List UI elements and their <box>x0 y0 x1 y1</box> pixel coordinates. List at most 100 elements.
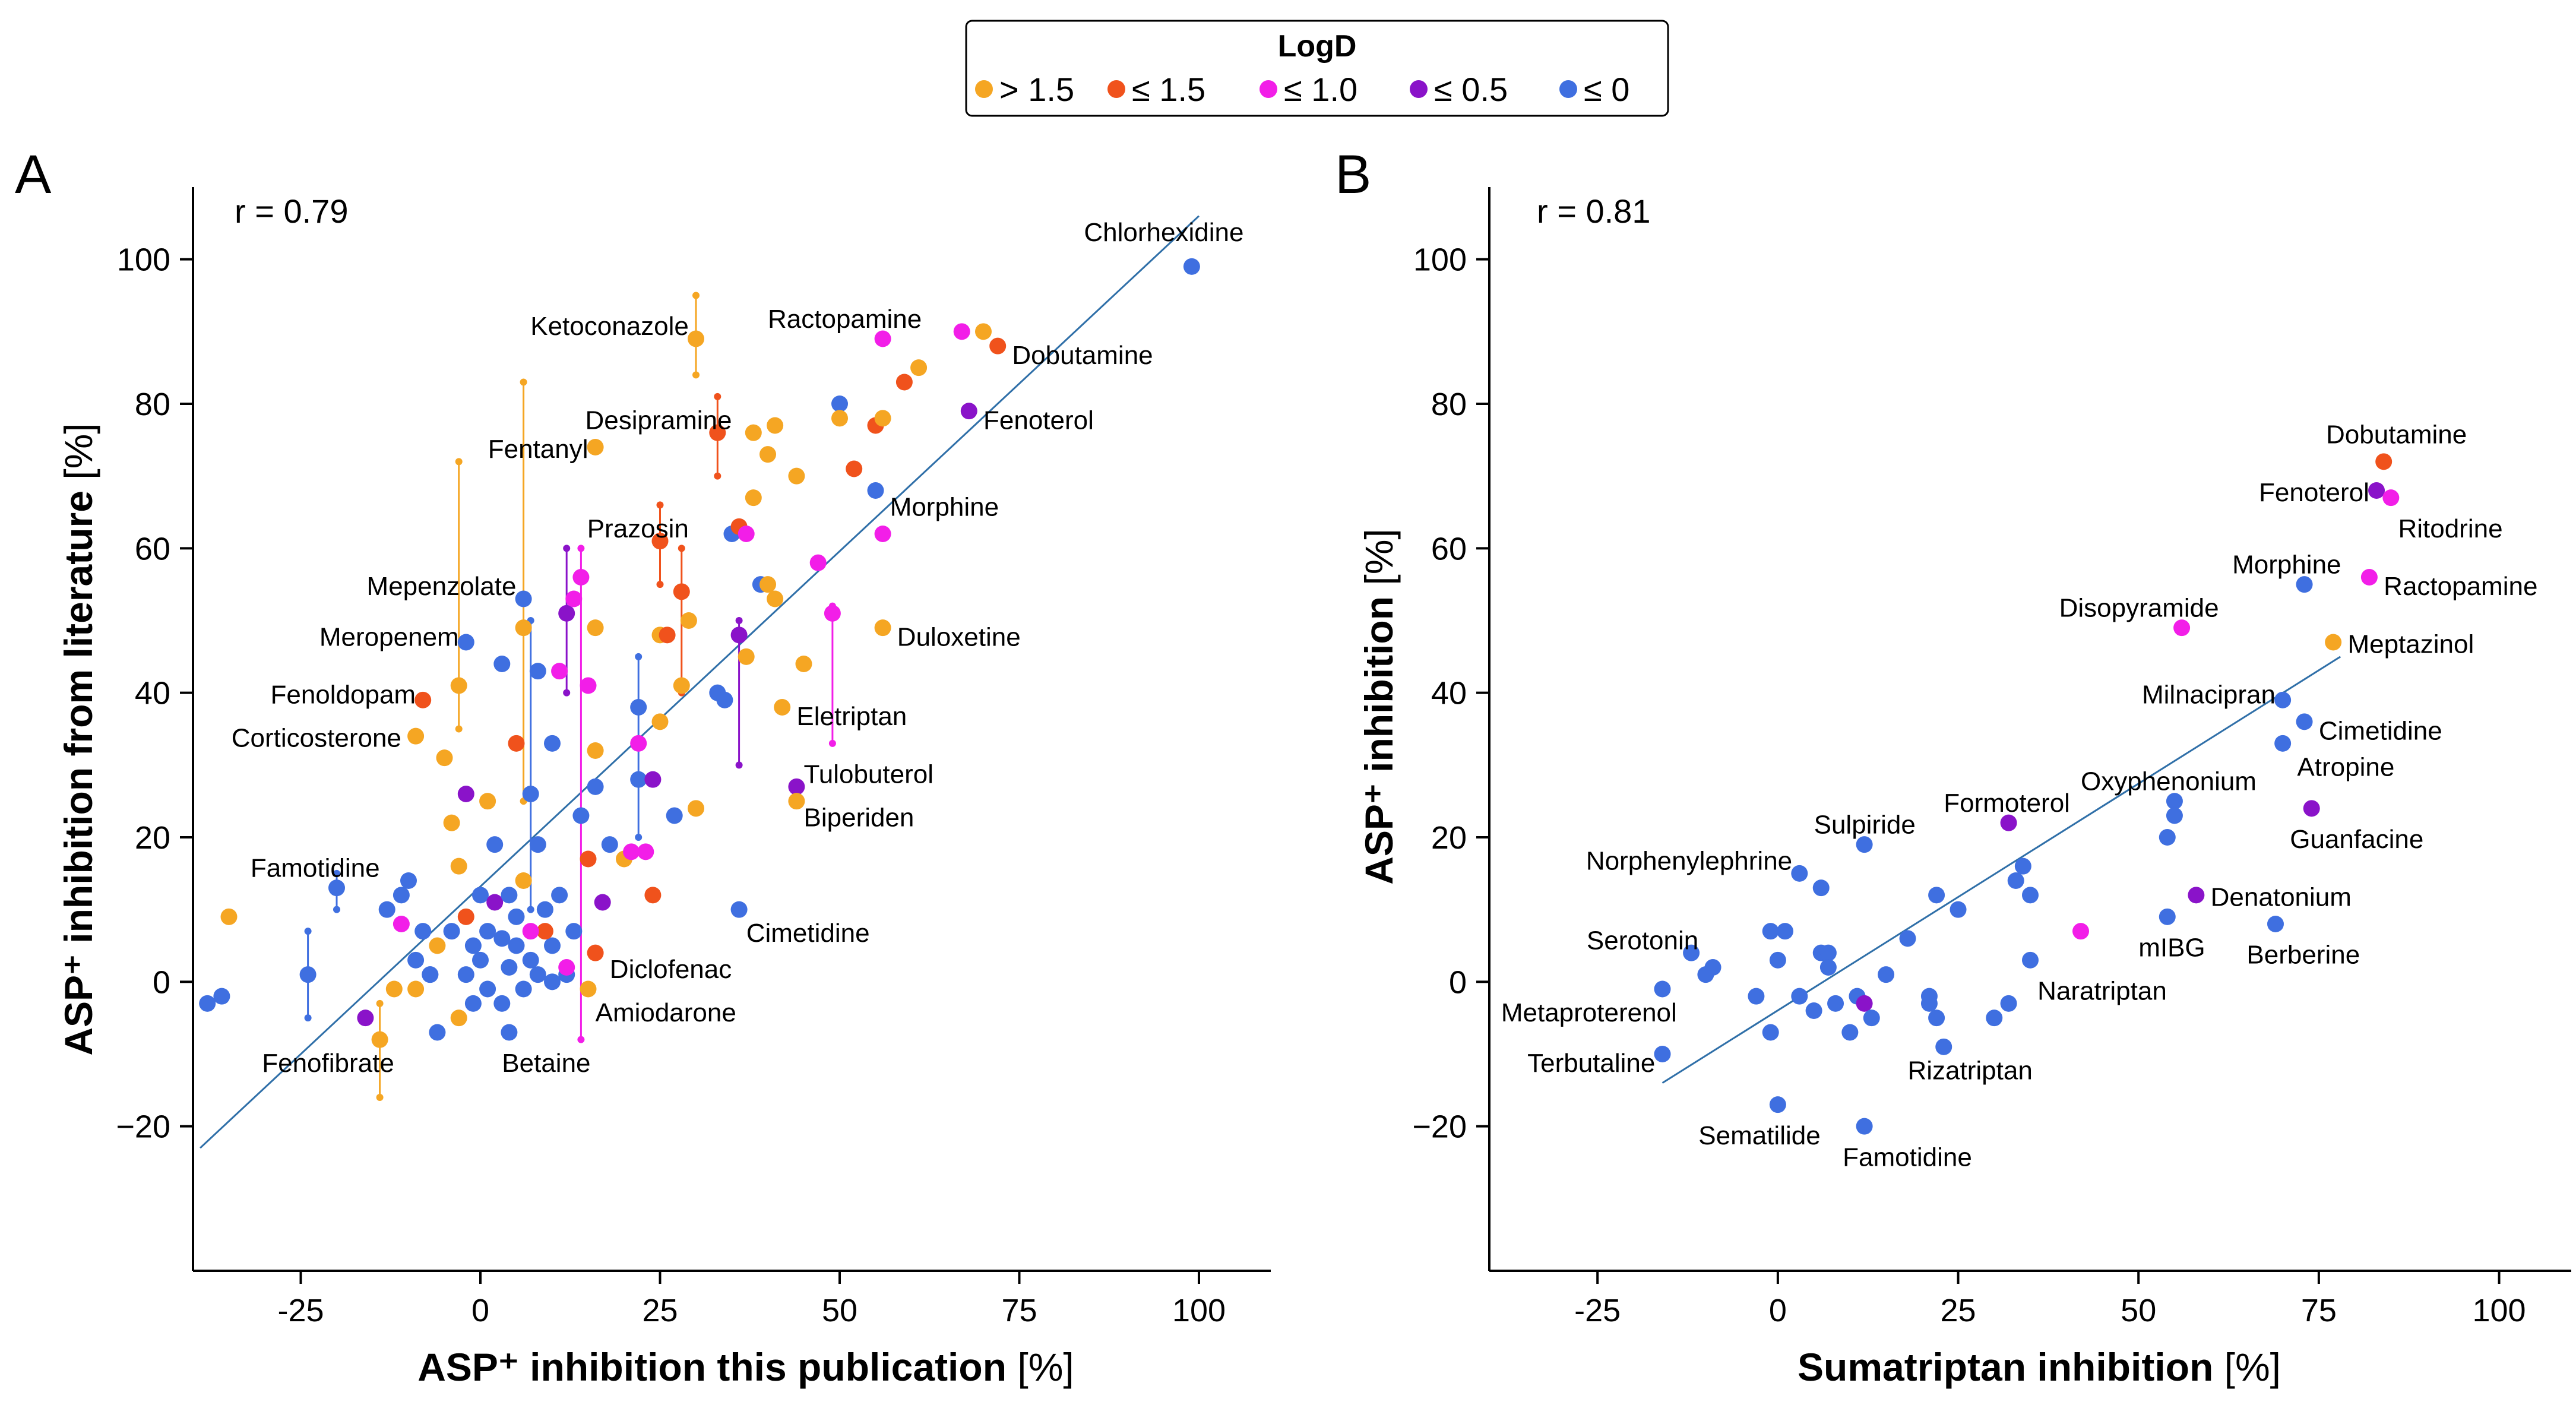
point-label: Ritodrine <box>2398 514 2502 543</box>
data-point <box>623 843 640 860</box>
data-point <box>1683 944 1700 961</box>
data-point <box>1697 966 1714 983</box>
legend-entries: > 1.5 ≤ 1.5 ≤ 1.0 ≤ 0.5 ≤ 0 <box>975 71 1629 108</box>
error-bar-cap <box>455 725 463 733</box>
data-point <box>472 951 489 969</box>
data-point <box>1791 988 1808 1005</box>
data-point <box>529 966 546 983</box>
point-label: Betaine <box>502 1049 590 1078</box>
data-point <box>515 590 532 607</box>
data-point <box>738 648 755 665</box>
data-point <box>1856 995 1873 1012</box>
data-point <box>1769 1096 1786 1113</box>
data-point <box>637 843 654 860</box>
data-point <box>1805 1002 1822 1019</box>
data-point <box>738 526 755 542</box>
data-point <box>1841 1024 1859 1041</box>
data-point <box>716 691 733 708</box>
data-point <box>220 908 238 925</box>
error-bar-cap <box>692 292 700 299</box>
data-point <box>393 916 410 932</box>
data-point <box>2000 995 2017 1012</box>
data-point <box>450 1010 467 1027</box>
data-point <box>630 699 647 716</box>
error-bar-cap <box>563 545 571 552</box>
point-label: Corticosterone <box>232 724 401 753</box>
data-point <box>522 786 539 802</box>
data-point <box>594 894 611 911</box>
x-tick-label: 50 <box>822 1293 857 1328</box>
data-point <box>2007 872 2024 889</box>
point-label: Famotidine <box>1843 1143 1972 1172</box>
y-tick-label: 40 <box>135 676 170 711</box>
data-point <box>1791 865 1808 882</box>
point-label: Oxyphenonium <box>2081 767 2257 796</box>
data-point <box>299 966 317 983</box>
data-point <box>457 786 474 802</box>
point-label: Morphine <box>2232 550 2341 580</box>
data-point <box>1935 1038 1952 1055</box>
data-point <box>501 959 518 976</box>
data-point <box>874 619 891 637</box>
data-point <box>508 735 525 752</box>
legend-label-le15: ≤ 1.5 <box>1132 71 1205 108</box>
error-bar-cap <box>635 653 643 660</box>
legend-label-gt15: > 1.5 <box>999 71 1074 108</box>
data-point <box>587 439 604 455</box>
data-point <box>1819 959 1837 976</box>
data-point <box>2368 482 2385 499</box>
data-point <box>1899 930 1916 947</box>
data-point <box>551 887 568 904</box>
data-point <box>479 980 496 998</box>
data-point <box>795 656 812 672</box>
data-point <box>644 771 662 788</box>
data-point <box>544 937 561 954</box>
point-label: Dobutamine <box>2326 420 2467 450</box>
x-tick-label: 50 <box>2121 1293 2156 1328</box>
point-label: Fenofibrate <box>262 1049 394 1078</box>
data-point <box>2022 887 2039 904</box>
data-point <box>378 901 395 918</box>
data-point <box>580 980 597 998</box>
point-label: Atropine <box>2297 752 2394 781</box>
y-tick-label: 0 <box>153 964 170 1000</box>
data-point <box>587 778 604 795</box>
y-tick-label: 60 <box>135 531 170 567</box>
data-point <box>2159 829 2176 846</box>
data-point <box>587 742 604 759</box>
data-point <box>371 1031 388 1048</box>
point-label: Mepenzolate <box>367 572 517 601</box>
x-axis-label-a: ASP⁺ inhibition this publication [%] <box>417 1345 1074 1389</box>
data-point <box>788 778 805 795</box>
point-label: Rizatriptan <box>1908 1056 2033 1085</box>
data-point <box>666 807 683 824</box>
data-point <box>788 793 805 810</box>
data-point <box>2296 713 2313 730</box>
data-point <box>601 836 618 853</box>
data-point <box>831 395 848 412</box>
data-point <box>536 901 553 918</box>
data-point <box>457 966 474 983</box>
data-point <box>1762 1024 1779 1041</box>
data-point <box>2014 857 2031 875</box>
data-point <box>572 569 590 586</box>
data-point <box>1819 944 1837 961</box>
point-label: Morphine <box>890 492 999 521</box>
legend-label-le05: ≤ 0.5 <box>1434 71 1508 108</box>
y-tick-label: 100 <box>1413 242 1467 278</box>
point-label: Naratriptan <box>2037 977 2167 1006</box>
data-point <box>522 923 539 940</box>
point-label: Ractopamine <box>2384 572 2537 601</box>
data-point <box>2159 908 2176 925</box>
error-bar-cap <box>376 999 384 1007</box>
data-point <box>730 901 748 918</box>
r-value-a: r = 0.79 <box>235 192 348 230</box>
data-point <box>895 374 913 391</box>
error-bar-cap <box>304 1014 312 1022</box>
data-point <box>529 836 546 853</box>
data-point <box>587 619 604 637</box>
data-point <box>2325 634 2342 651</box>
legend-frame <box>965 20 1669 117</box>
error-bar-cap <box>333 869 340 877</box>
